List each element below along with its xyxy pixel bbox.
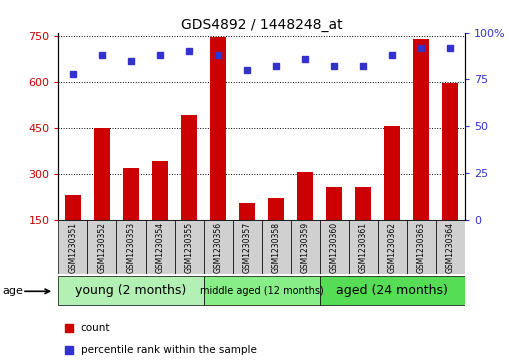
Bar: [378, 220, 407, 274]
Title: GDS4892 / 1448248_at: GDS4892 / 1448248_at: [181, 18, 342, 32]
Bar: [233, 220, 262, 274]
Bar: [355, 187, 371, 220]
Bar: [58, 276, 204, 305]
Text: GSM1230355: GSM1230355: [184, 222, 194, 273]
Text: GSM1230351: GSM1230351: [69, 222, 77, 273]
Text: percentile rank within the sample: percentile rank within the sample: [81, 345, 257, 355]
Bar: [384, 126, 400, 220]
Text: GSM1230358: GSM1230358: [272, 222, 280, 273]
Text: young (2 months): young (2 months): [75, 284, 186, 297]
Text: GSM1230354: GSM1230354: [155, 222, 165, 273]
Bar: [204, 276, 320, 305]
Bar: [116, 220, 145, 274]
Bar: [65, 195, 81, 220]
Bar: [123, 167, 139, 220]
Bar: [58, 220, 87, 274]
Text: GSM1230360: GSM1230360: [330, 222, 339, 273]
Text: age: age: [3, 286, 23, 297]
Text: aged (24 months): aged (24 months): [336, 284, 448, 297]
Text: GSM1230356: GSM1230356: [213, 222, 223, 273]
Bar: [262, 220, 291, 274]
Bar: [297, 172, 313, 220]
Bar: [414, 39, 429, 220]
Bar: [145, 220, 175, 274]
Bar: [204, 220, 233, 274]
Text: GSM1230359: GSM1230359: [301, 222, 310, 273]
Bar: [175, 220, 204, 274]
Text: GSM1230353: GSM1230353: [126, 222, 136, 273]
Bar: [87, 220, 116, 274]
Bar: [210, 37, 226, 220]
Bar: [320, 220, 348, 274]
Text: count: count: [81, 323, 110, 333]
Text: GSM1230363: GSM1230363: [417, 222, 426, 273]
Bar: [291, 220, 320, 274]
Bar: [442, 83, 458, 220]
Bar: [436, 220, 465, 274]
Bar: [181, 115, 197, 220]
Text: GSM1230364: GSM1230364: [446, 222, 455, 273]
Bar: [152, 162, 168, 220]
Bar: [239, 203, 255, 220]
Bar: [94, 128, 110, 220]
Bar: [320, 276, 465, 305]
Text: middle aged (12 months): middle aged (12 months): [200, 286, 324, 296]
Bar: [348, 220, 378, 274]
Bar: [268, 198, 284, 220]
Text: GSM1230362: GSM1230362: [388, 222, 397, 273]
Bar: [407, 220, 436, 274]
Text: GSM1230357: GSM1230357: [243, 222, 251, 273]
Bar: [326, 187, 342, 220]
Text: GSM1230352: GSM1230352: [98, 222, 107, 273]
Text: GSM1230361: GSM1230361: [359, 222, 368, 273]
